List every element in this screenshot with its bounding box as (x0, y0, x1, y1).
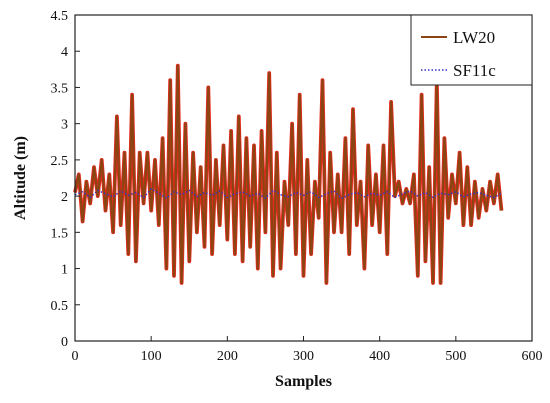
y-tick-label: 4 (61, 45, 68, 60)
x-tick-label: 400 (369, 349, 390, 364)
series-sf11c-line (74, 188, 502, 200)
y-tick-label: 2.5 (51, 154, 69, 169)
x-tick-label: 100 (141, 349, 162, 364)
legend-label-lw20: LW20 (453, 28, 495, 47)
y-tick-label: 3.5 (51, 81, 69, 96)
y-tick-label: 0 (61, 335, 68, 350)
ticks-layer: 0 100 200 300 400 500 600 0 0.5 1 1.5 2 2.5 3 3.5 4 4.5 (51, 9, 543, 364)
series-layer (73, 63, 504, 285)
x-tick-label: 200 (217, 349, 238, 364)
legend-label-sf11c: SF11c (453, 61, 496, 80)
x-tick-label: 600 (522, 349, 543, 364)
series-lw20-line (73, 64, 503, 285)
y-tick-label: 1 (61, 263, 68, 278)
x-tick-label: 0 (72, 349, 79, 364)
legend-box (410, 14, 533, 86)
y-tick-label: 1.5 (51, 226, 69, 241)
x-axis-title: Samples (275, 373, 332, 390)
y-tick-label: 4.5 (51, 9, 69, 24)
y-tick-label: 3 (61, 118, 68, 133)
x-tick-label: 300 (293, 349, 314, 364)
y-tick-label: 2 (61, 190, 68, 205)
legend: LW20 SF11c (410, 14, 533, 86)
y-tick-label: 0.5 (51, 299, 69, 314)
x-tick-label: 500 (445, 349, 466, 364)
y-axis-title: Altitude (m) (12, 136, 29, 220)
